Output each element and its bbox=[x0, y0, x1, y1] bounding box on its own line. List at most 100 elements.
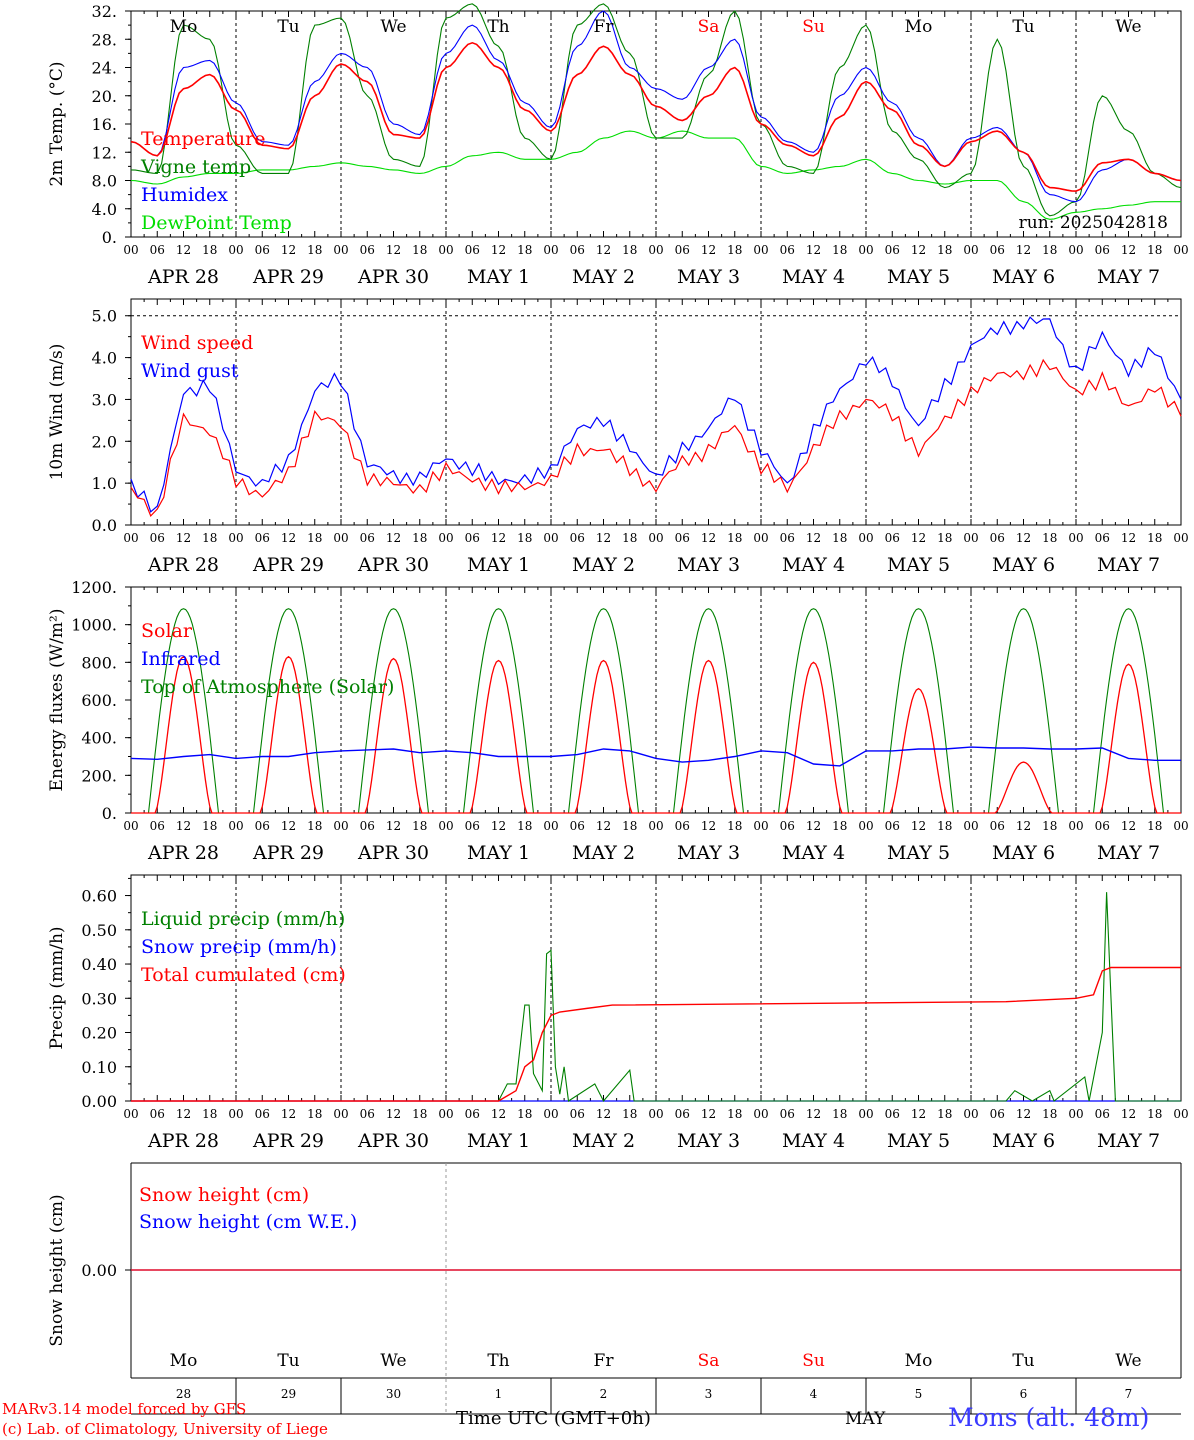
y-tick-label: 16. bbox=[92, 115, 117, 134]
hour-tick-label: 06 bbox=[885, 531, 900, 545]
y-tick-label: 0.60 bbox=[81, 887, 117, 906]
date-label: APR 30 bbox=[357, 1130, 429, 1152]
hour-tick-label: 18 bbox=[1147, 1107, 1162, 1121]
hour-tick-label: 12 bbox=[1016, 1107, 1031, 1121]
hour-tick-label: 18 bbox=[1042, 819, 1057, 833]
y-tick-label: 32. bbox=[92, 2, 117, 21]
hour-tick-label: 00 bbox=[438, 1107, 453, 1121]
date-label: MAY 7 bbox=[1097, 1130, 1160, 1152]
hour-tick-label: 06 bbox=[1095, 531, 1110, 545]
temperature-series-line bbox=[130, 41, 1182, 192]
y-tick-label: 12. bbox=[92, 143, 117, 162]
hour-tick-label: 12 bbox=[1121, 1107, 1136, 1121]
footer-model-line: MARv3.14 model forced by GFS bbox=[2, 1400, 246, 1418]
hour-tick-label: 18 bbox=[832, 243, 847, 257]
hour-tick-label: 18 bbox=[1147, 819, 1162, 833]
hour-tick-label: 00 bbox=[858, 531, 873, 545]
date-label: MAY 7 bbox=[1097, 842, 1160, 864]
hour-tick-label: 18 bbox=[412, 1107, 427, 1121]
hour-tick-label: 18 bbox=[727, 243, 742, 257]
weekday-label: Mo bbox=[905, 1351, 933, 1371]
hour-tick-label: 00 bbox=[963, 819, 978, 833]
hour-tick-label: 06 bbox=[780, 243, 795, 257]
hour-tick-label: 12 bbox=[596, 819, 611, 833]
hour-tick-label: 18 bbox=[412, 531, 427, 545]
hour-tick-label: 06 bbox=[150, 819, 165, 833]
hour-tick-label: 18 bbox=[622, 1107, 637, 1121]
hour-tick-label: 18 bbox=[727, 531, 742, 545]
weekday-label: Fr bbox=[594, 1351, 615, 1371]
y-axis-label: 10m Wind (m/s) bbox=[47, 344, 67, 481]
hour-tick-label: 00 bbox=[963, 1107, 978, 1121]
hour-tick-label: 12 bbox=[491, 1107, 506, 1121]
hour-tick-label: 18 bbox=[307, 531, 322, 545]
wind-panel: 00 06 12 18 00 06 12 18 00 06 12 18 00 06 12 18 00 06 12 18… bbox=[47, 298, 1189, 576]
hour-tick-label: 06 bbox=[465, 819, 480, 833]
date-label: MAY 4 bbox=[782, 842, 845, 864]
weekday-label: Sa bbox=[698, 17, 720, 37]
hour-tick-label: 00 bbox=[963, 531, 978, 545]
legend-entry: Temperature bbox=[141, 128, 265, 150]
hour-tick-label: 12 bbox=[1121, 531, 1136, 545]
legend-entry: Solar bbox=[141, 620, 193, 642]
hour-tick-label: 12 bbox=[596, 531, 611, 545]
hour-tick-label: 06 bbox=[1095, 1107, 1110, 1121]
y-tick-label: 20. bbox=[92, 87, 117, 106]
hour-tick-label: 12 bbox=[596, 1107, 611, 1121]
hour-tick-label: 18 bbox=[1147, 243, 1162, 257]
hour-tick-label: 00 bbox=[438, 819, 453, 833]
hour-tick-label: 12 bbox=[386, 819, 401, 833]
hour-tick-label: 18 bbox=[517, 819, 532, 833]
hour-tick-label: 18 bbox=[622, 531, 637, 545]
weekday-label: Mo bbox=[905, 17, 933, 37]
hour-tick-label: 12 bbox=[806, 243, 821, 257]
hour-tick-label: 12 bbox=[281, 531, 296, 545]
hour-tick-label: 18 bbox=[1042, 243, 1057, 257]
y-tick-label: 0.30 bbox=[81, 989, 117, 1008]
hour-tick-label: 12 bbox=[491, 243, 506, 257]
hour-tick-label: 18 bbox=[412, 819, 427, 833]
date-label: MAY 4 bbox=[782, 1130, 845, 1152]
y-tick-label: 8.0 bbox=[92, 172, 117, 191]
weekday-label: We bbox=[1115, 17, 1141, 37]
hour-tick-label: 00 bbox=[858, 1107, 873, 1121]
date-label: MAY 3 bbox=[677, 1130, 740, 1152]
hour-tick-label: 00 bbox=[543, 243, 558, 257]
date-label: MAY 6 bbox=[992, 266, 1055, 288]
toa-solar-line bbox=[131, 608, 1181, 814]
hour-tick-label: 06 bbox=[780, 531, 795, 545]
hour-tick-label: 00 bbox=[438, 531, 453, 545]
hour-tick-label: 12 bbox=[911, 819, 926, 833]
weekday-label: Sa bbox=[698, 1351, 720, 1371]
day-number-label: 7 bbox=[1125, 1387, 1133, 1401]
hour-tick-label: 06 bbox=[570, 1107, 585, 1121]
hour-tick-label: 12 bbox=[911, 531, 926, 545]
y-tick-label: 0. bbox=[102, 804, 117, 823]
legend-entry: Total cumulated (cm) bbox=[141, 964, 346, 986]
hour-tick-label: 00 bbox=[753, 1107, 768, 1121]
infrared-line bbox=[130, 746, 1181, 767]
hour-tick-label: 06 bbox=[465, 243, 480, 257]
date-label: MAY 1 bbox=[467, 266, 530, 288]
run-label: run: 2025042818 bbox=[1019, 213, 1168, 233]
date-label: APR 30 bbox=[357, 842, 429, 864]
hour-tick-label: 06 bbox=[150, 243, 165, 257]
weekday-label: Tu bbox=[1012, 1351, 1034, 1371]
footer-copyright-line: (c) Lab. of Climatology, University of L… bbox=[2, 1420, 328, 1438]
hour-tick-label: 00 bbox=[858, 243, 873, 257]
date-label: APR 28 bbox=[147, 266, 219, 288]
hour-tick-label: 06 bbox=[360, 819, 375, 833]
hour-tick-label: 18 bbox=[937, 243, 952, 257]
date-label: APR 28 bbox=[147, 1130, 219, 1152]
hour-tick-label: 00 bbox=[648, 243, 663, 257]
hour-tick-label: 18 bbox=[622, 243, 637, 257]
hour-tick-label: 12 bbox=[1121, 819, 1136, 833]
hour-tick-label: 00 bbox=[543, 531, 558, 545]
hour-tick-label: 18 bbox=[937, 531, 952, 545]
date-label: APR 29 bbox=[252, 1130, 324, 1152]
y-tick-label: 0.00 bbox=[81, 1092, 117, 1111]
weekday-label: We bbox=[1115, 1351, 1141, 1371]
hour-tick-label: 18 bbox=[517, 1107, 532, 1121]
hour-tick-label: 12 bbox=[386, 243, 401, 257]
